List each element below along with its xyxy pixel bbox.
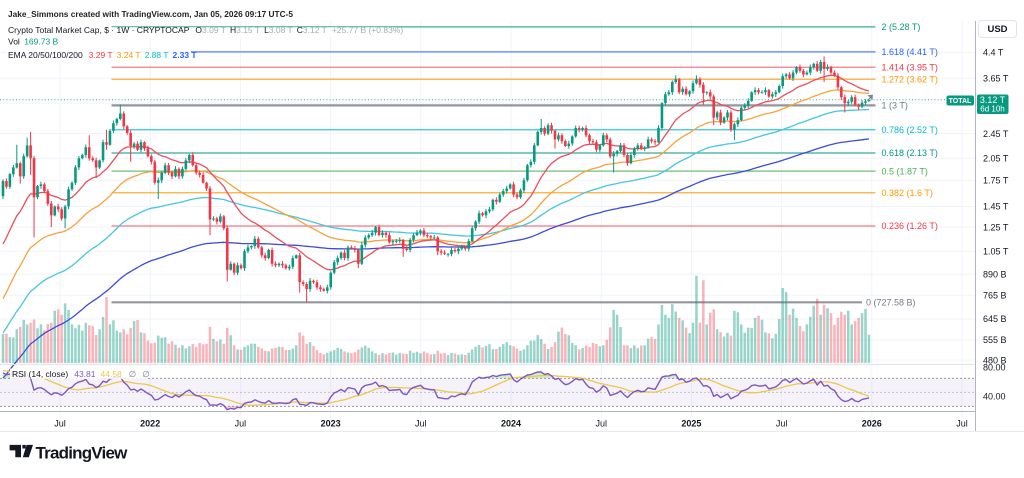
svg-text:765 B: 765 B [983, 291, 1007, 301]
svg-text:Crypto Total Market Cap, $ · 1: Crypto Total Market Cap, $ · 1W · CRYPTO… [8, 25, 403, 35]
svg-text:1 (3 T): 1 (3 T) [882, 101, 908, 111]
svg-text:Jake_Simmons created with Trad: Jake_Simmons created with TradingView.co… [8, 9, 293, 19]
svg-text:Vol 169.73 B: Vol 169.73 B [8, 37, 59, 47]
svg-text:3.12 T: 3.12 T [980, 95, 1006, 105]
svg-text:555 B: 555 B [983, 335, 1007, 345]
svg-text:1.272 (3.62 T): 1.272 (3.62 T) [882, 75, 938, 85]
svg-text:80.00: 80.00 [983, 363, 1006, 373]
svg-text:480 B: 480 B [983, 355, 1007, 365]
svg-text:Jul: Jul [54, 419, 66, 429]
svg-text:1.414 (3.95 T): 1.414 (3.95 T) [882, 62, 938, 72]
svg-text:2 (5.28 T): 2 (5.28 T) [882, 22, 921, 32]
svg-text:890 B: 890 B [983, 270, 1007, 280]
svg-text:Jul: Jul [415, 419, 427, 429]
svg-text:645 B: 645 B [983, 314, 1007, 324]
svg-text:4.4 T: 4.4 T [983, 47, 1004, 57]
svg-text:0.382 (1.6 T): 0.382 (1.6 T) [882, 188, 933, 198]
svg-text:1.75 T: 1.75 T [983, 176, 1009, 186]
svg-text:40.00: 40.00 [983, 392, 1006, 402]
svg-text:0.236 (1.26 T): 0.236 (1.26 T) [882, 221, 938, 231]
svg-text:1.618 (4.41 T): 1.618 (4.41 T) [882, 47, 938, 57]
svg-text:1.25 T: 1.25 T [983, 222, 1009, 232]
svg-text:TradingView: TradingView [36, 444, 129, 463]
svg-text:0 (727.58 B): 0 (727.58 B) [866, 298, 916, 308]
svg-text:2024: 2024 [501, 419, 521, 429]
svg-text:0.5 (1.87 T): 0.5 (1.87 T) [882, 166, 928, 176]
svg-text:1.45 T: 1.45 T [983, 202, 1009, 212]
svg-text:2025: 2025 [681, 419, 701, 429]
svg-text:Jul: Jul [956, 419, 968, 429]
svg-text:Jul: Jul [595, 419, 607, 429]
svg-text:Jul: Jul [235, 419, 247, 429]
svg-text:2.05 T: 2.05 T [983, 154, 1009, 164]
svg-text:6d 10h: 6d 10h [980, 105, 1004, 114]
svg-text:TOTAL: TOTAL [949, 98, 972, 105]
svg-text:1.05 T: 1.05 T [983, 247, 1009, 257]
svg-text:Jul: Jul [776, 419, 788, 429]
svg-text:2026: 2026 [862, 419, 882, 429]
svg-text:2023: 2023 [321, 419, 341, 429]
svg-text:0.618 (2.13 T): 0.618 (2.13 T) [882, 148, 938, 158]
svg-text:3.65 T: 3.65 T [983, 73, 1009, 83]
svg-text:0.786 (2.52 T): 0.786 (2.52 T) [882, 125, 938, 135]
svg-text:2022: 2022 [140, 419, 160, 429]
svg-text:USD: USD [987, 24, 1007, 35]
svg-text:2.45 T: 2.45 T [983, 129, 1009, 139]
